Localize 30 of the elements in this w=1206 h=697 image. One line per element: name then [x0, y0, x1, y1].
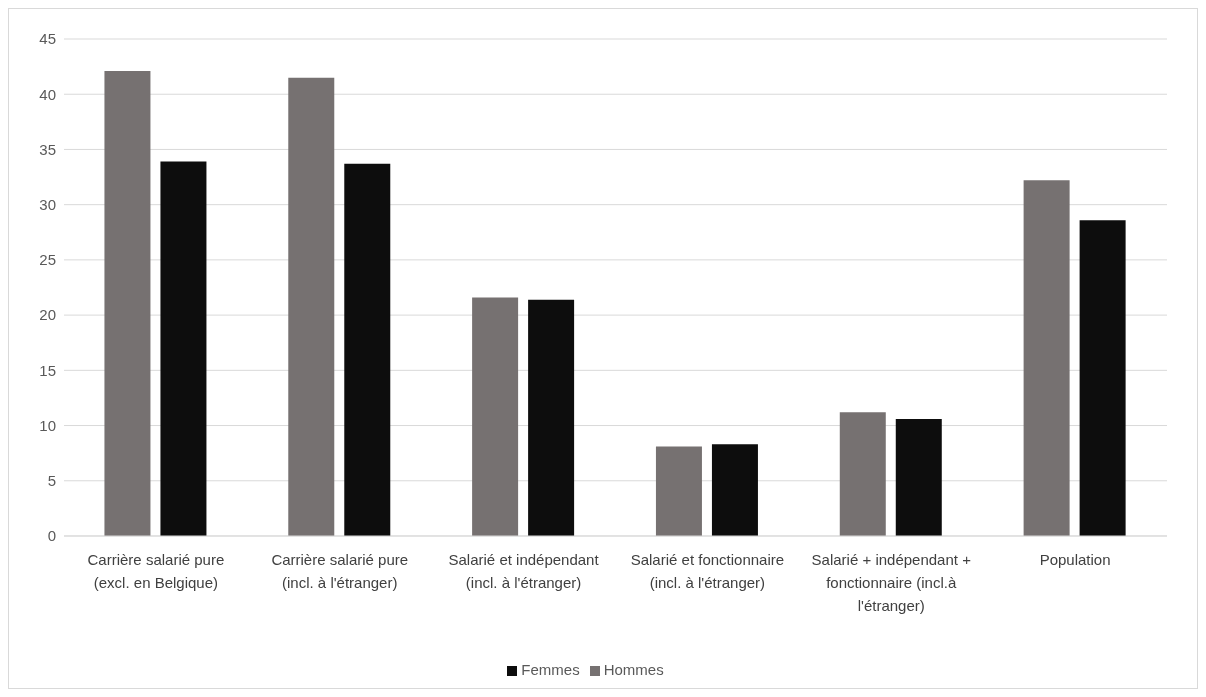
bar — [1079, 220, 1126, 536]
y-tick-label: 30 — [39, 195, 56, 213]
bar — [895, 418, 942, 536]
bar — [104, 71, 151, 536]
y-tick-label: 10 — [39, 416, 56, 434]
y-tick-label: 15 — [39, 361, 56, 379]
bar — [528, 299, 575, 536]
y-tick-label: 25 — [39, 251, 56, 269]
x-tick-label: Carrière salarié pure (incl. à l'étranger) — [270, 550, 410, 593]
bar — [839, 412, 886, 536]
y-tick-label: 5 — [47, 472, 56, 490]
x-tick-label: Salarié et fonctionnaire (incl. à l'étranger) — [629, 550, 786, 593]
x-tick-label: Carrière salarié pure (excl. en Belgique) — [86, 550, 226, 593]
y-tick-label: 20 — [39, 306, 56, 324]
bar — [160, 161, 207, 536]
x-tick-label: Population — [1038, 550, 1112, 570]
y-tick-label: 35 — [39, 140, 56, 158]
legend-label: Hommes — [603, 661, 664, 678]
bar — [1023, 180, 1070, 536]
legend-label: Femmes — [521, 661, 580, 678]
bar — [711, 444, 758, 536]
y-tick-label: 45 — [39, 30, 56, 48]
y-tick-label: 0 — [47, 527, 56, 545]
y-tick-label: 40 — [39, 85, 56, 103]
bar — [344, 163, 391, 536]
x-tick-label: Salarié + indépendant + fonctionnaire (incl.à l'étranger) — [810, 550, 972, 616]
x-tick-label: Salarié et indépendant (incl. à l'étranger) — [447, 550, 600, 593]
bar — [472, 297, 519, 536]
bar — [288, 77, 335, 536]
bar — [655, 446, 702, 536]
